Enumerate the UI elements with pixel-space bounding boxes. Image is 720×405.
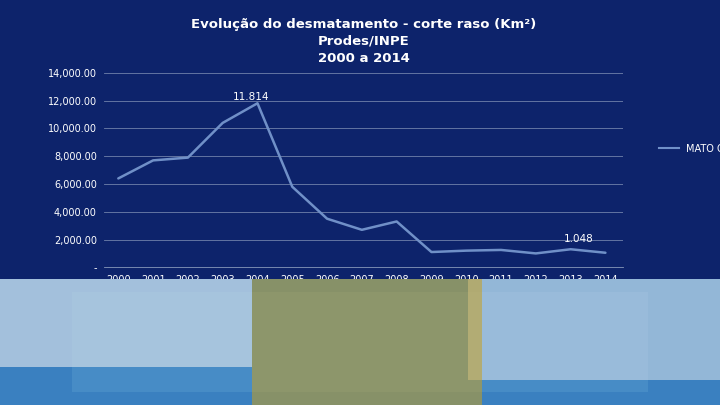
- Bar: [72, 292, 648, 392]
- Bar: [468, 279, 720, 380]
- Text: 11.814: 11.814: [233, 92, 269, 102]
- Bar: [0, 279, 252, 367]
- Bar: [252, 279, 482, 405]
- Text: 1.048: 1.048: [564, 234, 593, 244]
- Legend: MATO GROSSO: MATO GROSSO: [655, 140, 720, 158]
- Title: Evolução do desmatamento - corte raso (Km²)
Prodes/INPE
2000 a 2014: Evolução do desmatamento - corte raso (K…: [191, 18, 536, 65]
